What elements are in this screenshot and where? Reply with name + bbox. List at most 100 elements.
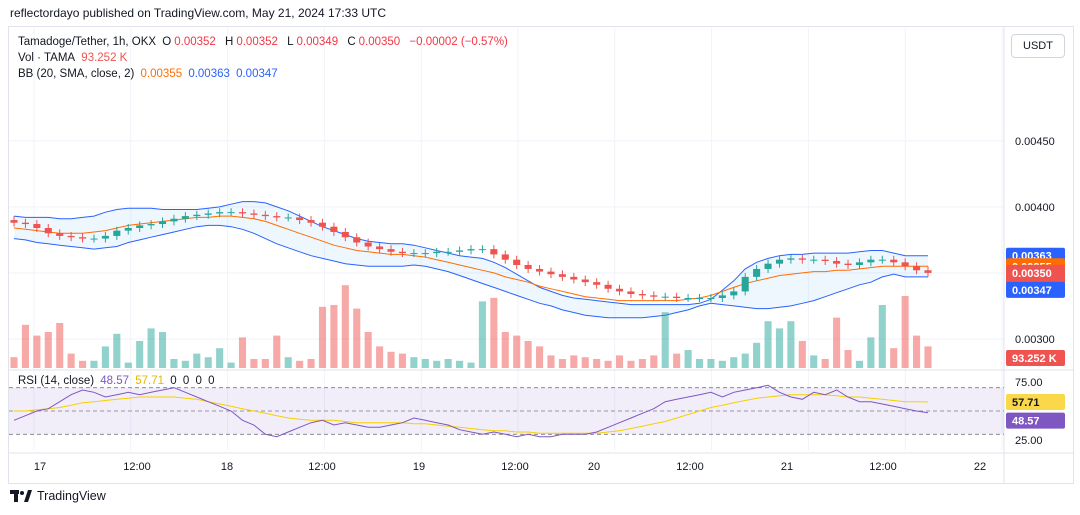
candle-body (501, 254, 509, 260)
tradingview-logo-icon (10, 490, 32, 502)
candle-body (513, 259, 521, 265)
volume-bar (318, 306, 327, 368)
rsi-label: RSI (14, close) (18, 375, 95, 387)
volume-bar (284, 357, 292, 368)
volume-bar (581, 357, 589, 368)
candle-body (913, 266, 921, 271)
volume-bar (855, 360, 863, 368)
bb-upper-line (13, 201, 928, 306)
candle-body (21, 222, 29, 225)
candle-body (284, 217, 292, 219)
volume-bar (638, 359, 646, 368)
volume-bar (170, 359, 178, 368)
volume-bar (513, 335, 521, 368)
volume-bar (627, 360, 635, 368)
volume-bar (878, 305, 886, 368)
candle-body (695, 298, 704, 299)
bb-basis-line (13, 215, 928, 302)
time-tick-label: 12:00 (501, 461, 529, 473)
close-badge: 0.00350 (1012, 268, 1052, 280)
bb-lower-value: 0.00347 (236, 68, 278, 80)
candle-body (318, 222, 327, 227)
candle-body (536, 268, 544, 272)
candle-body (798, 258, 806, 260)
candle-body (661, 296, 669, 298)
bb-lower-badge: 0.00347 (1012, 285, 1052, 297)
symbol-name[interactable]: Tamadoge/Tether, 1h, OKX (18, 36, 157, 48)
tradingview-brand[interactable]: TradingView (10, 489, 106, 503)
candle-body (101, 235, 109, 239)
candle-body (307, 220, 315, 223)
time-tick-label: 22 (974, 461, 986, 473)
volume-bar (364, 332, 372, 368)
rsi-ma-value: 57.71 (135, 375, 165, 387)
volume-bar (44, 332, 52, 368)
rsi-extra-2: 0 (182, 375, 190, 387)
volume-bar (913, 335, 921, 368)
volume-bars (10, 285, 932, 368)
volume-bar (524, 341, 532, 368)
candle-body (833, 261, 841, 264)
rsi-ma-badge-bg (1006, 394, 1065, 411)
candle-body (478, 249, 486, 251)
candle-body (398, 251, 406, 254)
volume-bar (707, 359, 715, 368)
volume-bar (478, 301, 486, 368)
time-tick-label: 20 (588, 461, 600, 473)
volume-legend[interactable]: Vol · TAMA 93.252 K (18, 52, 130, 64)
volume-bar (730, 357, 738, 368)
time-tick-label: 18 (221, 461, 233, 473)
candle-body (901, 262, 909, 267)
candle-body (581, 279, 589, 283)
volume-bar (353, 308, 361, 368)
candle-body (10, 220, 18, 223)
candle-body (147, 224, 155, 226)
volume-bar (250, 359, 258, 368)
rsi-extra-4: 0 (208, 375, 215, 387)
bb-lower-badge-bg (1006, 281, 1065, 298)
candle-body (615, 288, 624, 292)
rsi-line (13, 384, 929, 438)
bb-upper-value: 0.00363 (188, 68, 230, 80)
volume-bar (570, 355, 578, 368)
candle-body (238, 212, 247, 214)
volume-bar (67, 353, 75, 368)
candle-body (56, 233, 64, 236)
volume-badge: 93.252 K (1012, 353, 1057, 365)
high-value: 0.00352 (236, 36, 278, 48)
chart-frame (8, 26, 1074, 484)
rsi-pane (9, 384, 1004, 438)
volume-bar (604, 360, 612, 368)
volume-bar (547, 355, 555, 368)
candle-body (44, 228, 52, 234)
volume-bar (387, 351, 395, 368)
candle-body (136, 225, 144, 228)
candle-body (844, 263, 852, 265)
candle-body (764, 263, 772, 269)
volume-bar (924, 346, 932, 368)
candle-body (730, 291, 738, 296)
volume-bar (673, 353, 681, 368)
volume-bar (330, 305, 338, 368)
candle-body (227, 212, 235, 214)
volume-bar (56, 323, 64, 368)
volume-bar (890, 348, 898, 368)
volume-bar (661, 312, 669, 368)
volume-bar (615, 355, 624, 368)
candle-body (924, 270, 932, 273)
candle-body (67, 235, 75, 238)
time-tick-label: 17 (34, 461, 46, 473)
currency-button[interactable]: USDT (1011, 34, 1065, 58)
volume-bar (33, 335, 41, 368)
volume-bar (536, 346, 544, 368)
volume-bar (216, 348, 224, 368)
rsi-badge: 48.57 (1012, 416, 1040, 428)
candle-body (524, 264, 532, 269)
rsi-legend[interactable]: RSI (14, close) 48.57 57.71 0 0 0 0 (18, 375, 217, 387)
bb-legend[interactable]: BB (20, SMA, close, 2) 0.00355 0.00363 0… (18, 68, 281, 80)
axes: 0.00450 0.00400 0.00300 75.00 25.00 17 12:00 18… (34, 136, 1065, 473)
volume-bar (398, 353, 406, 368)
candle-body (741, 276, 749, 292)
volume-bar (593, 359, 601, 368)
